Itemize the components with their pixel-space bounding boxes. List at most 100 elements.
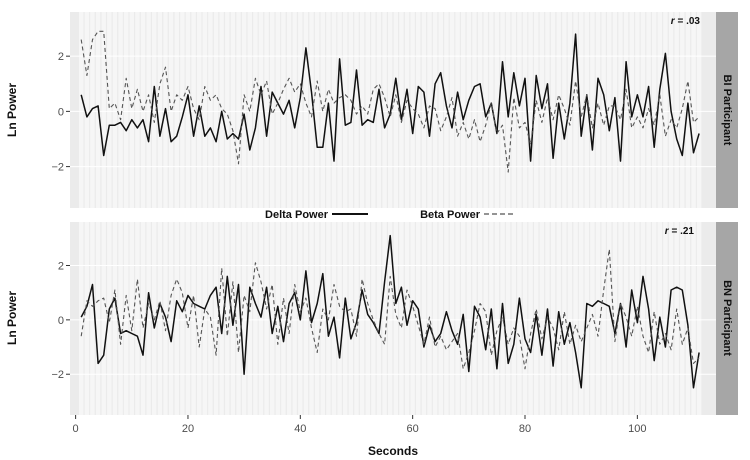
stripe [359, 12, 365, 208]
stripe [623, 222, 629, 415]
y-tick-label: −2 [51, 369, 64, 381]
stripe [618, 222, 623, 415]
stripe [247, 222, 252, 415]
stripe [416, 222, 421, 415]
y-tick-label: 0 [58, 315, 64, 327]
stripe [674, 12, 679, 208]
stripe [539, 222, 545, 415]
stripe [213, 12, 219, 208]
panel-bottom-y-ticks: −2 0 2 [51, 260, 70, 381]
stripe [680, 222, 685, 415]
stripe [522, 222, 528, 415]
stripe [483, 222, 488, 415]
stripe [286, 12, 292, 208]
stripe [101, 12, 106, 208]
stripe [202, 12, 208, 208]
x-axis-ticks: 0 20 40 60 80 100 [73, 415, 647, 435]
stripe [185, 12, 191, 208]
stripe [595, 222, 601, 415]
stripe [438, 222, 443, 415]
stripe [511, 222, 516, 415]
stripe [101, 222, 106, 415]
stripe [270, 12, 275, 208]
correlation-label-bi: r = .03 [671, 16, 701, 27]
x-axis-title: Seconds [368, 444, 418, 458]
stripe [646, 222, 651, 415]
stripe [399, 12, 404, 208]
y-tick-label: 2 [58, 51, 64, 63]
stripe [180, 12, 185, 208]
y-tick-label: 0 [58, 106, 64, 118]
stripe [140, 222, 146, 415]
stripe [123, 222, 129, 415]
legend-delta-label: Delta Power [265, 209, 329, 221]
stripe [107, 222, 112, 415]
stripe [230, 222, 236, 415]
strip-bn-background [716, 222, 738, 415]
stripe [652, 222, 657, 415]
stripe [539, 12, 545, 208]
delta-power-line [80, 33, 700, 162]
stripe [567, 12, 573, 208]
stripe [500, 12, 505, 208]
stripe [438, 12, 443, 208]
y-axis-title-top: Ln Power [5, 83, 19, 137]
stripe [168, 12, 174, 208]
stripe [601, 12, 606, 208]
stripe [416, 12, 421, 208]
stripe [534, 12, 539, 208]
stripe [152, 12, 157, 208]
stripe [483, 12, 488, 208]
panel-bottom: BN Participant r = .21 −2 0 2 [51, 222, 738, 415]
stripe [84, 222, 90, 415]
stripe [331, 12, 337, 208]
stripe [376, 222, 382, 415]
stripe [129, 12, 134, 208]
stripe [185, 222, 191, 415]
stripe [517, 222, 522, 415]
stripe [472, 222, 477, 415]
stripe [623, 12, 629, 208]
stripe [348, 12, 354, 208]
stripe [174, 12, 179, 208]
stripe [578, 222, 584, 415]
stripe [612, 222, 618, 415]
stripe [432, 222, 438, 415]
stripe [79, 222, 84, 415]
stripe [578, 12, 584, 208]
stripe [528, 222, 533, 415]
stripe [545, 12, 550, 208]
stripe [303, 222, 309, 415]
stripe [472, 12, 477, 208]
x-tick-label: 40 [294, 423, 306, 435]
r-symbol-bn: r [665, 226, 670, 237]
stripe [427, 12, 432, 208]
stripe [241, 12, 247, 208]
stripe [404, 12, 410, 208]
stripe [618, 12, 623, 208]
stripe [685, 222, 691, 415]
x-tick-label: 0 [73, 423, 79, 435]
stripe [466, 222, 472, 415]
stripe [270, 222, 275, 415]
stripe [95, 222, 101, 415]
stripe [219, 12, 224, 208]
stripe [590, 12, 595, 208]
stripe [118, 222, 123, 415]
x-tick-label: 80 [519, 423, 531, 435]
stripe [371, 12, 376, 208]
legend-beta-label: Beta Power [420, 209, 481, 221]
stripe [309, 12, 314, 208]
correlation-label-bn: r = .21 [665, 226, 695, 237]
stripe [387, 222, 393, 415]
stripe [421, 12, 427, 208]
stripe [461, 12, 466, 208]
stripe [668, 222, 674, 415]
stripe [337, 12, 342, 208]
stripe [410, 12, 415, 208]
stripe [663, 12, 668, 208]
stripe [84, 12, 90, 208]
strip-bn-label: BN Participant [721, 280, 733, 356]
stripe [696, 222, 702, 415]
